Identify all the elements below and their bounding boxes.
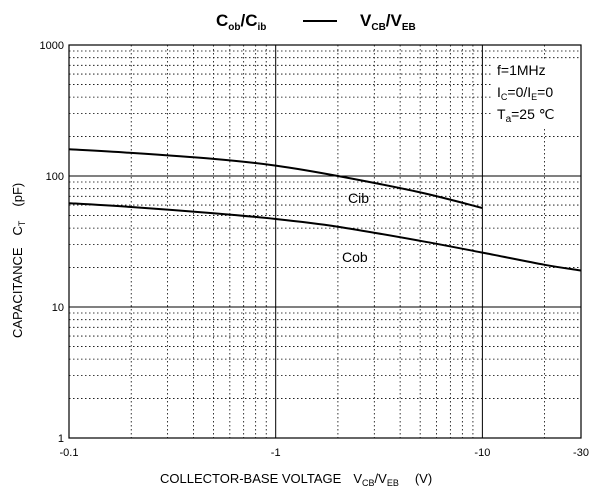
y-tick-label: 1 [58, 433, 64, 445]
condition-bias: IC=0/IE=0 [497, 84, 553, 102]
chart-title-right: VCB/VEB [360, 11, 416, 33]
chart-title-left: Cob/Cib [216, 11, 266, 33]
conditions-box [492, 59, 580, 129]
condition-frequency: f=1MHz [497, 62, 546, 78]
series-label-cob: Cob [342, 249, 368, 265]
grid [69, 45, 582, 438]
condition-temperature: Ta=25 ℃ [497, 106, 555, 125]
series-line-cob [68, 202, 582, 272]
series-line-cib [68, 148, 483, 209]
y-tick-label: 10 [52, 302, 64, 314]
x-tick-label: -30 [573, 447, 589, 459]
x-tick-label: -0.1 [60, 447, 79, 459]
y-tick-label: 100 [46, 171, 64, 183]
x-tick-label: -10 [474, 447, 490, 459]
plot-frame [68, 44, 582, 439]
series-group [68, 148, 582, 272]
tick-labels: -0.1 -1 -10 -30 1 10 100 1000 [40, 40, 589, 459]
x-axis-label: COLLECTOR-BASE VOLTAGE VCB/VEB (V) [160, 471, 432, 488]
y-tick-label: 1000 [40, 40, 64, 52]
series-label-cib: Cib [348, 190, 369, 206]
y-axis-label: CAPACITANCECT(pF) [10, 183, 27, 338]
x-tick-label: -1 [271, 447, 281, 459]
